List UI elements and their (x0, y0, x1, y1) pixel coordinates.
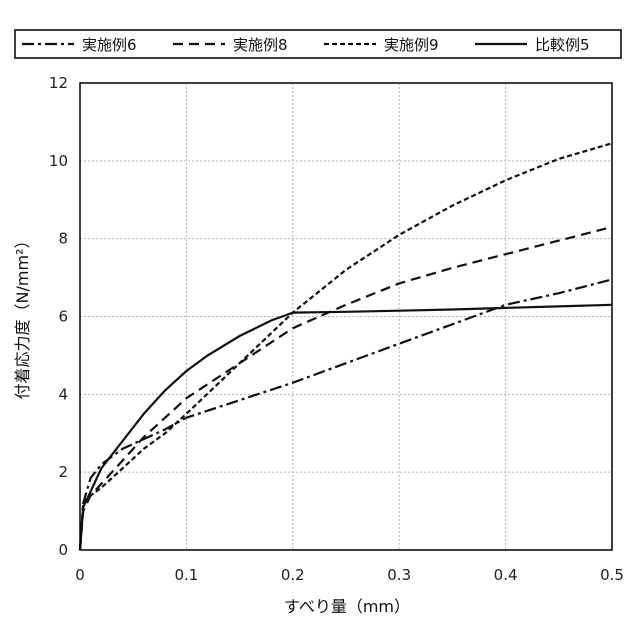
x-tick-label: 0.4 (494, 566, 518, 584)
tick-labels: 0 2 4 6 8 10 12 0 0.1 0.2 0.3 0.4 0.5 (49, 74, 624, 584)
x-axis-label: すべり量（mm） (284, 597, 410, 616)
x-tick-label: 0 (75, 566, 85, 584)
series-line-2 (80, 227, 612, 550)
legend-label-1: 実施例6 (82, 36, 137, 54)
y-tick-label: 10 (49, 152, 68, 170)
y-tick-label: 0 (58, 541, 68, 559)
series-line-3 (80, 143, 612, 550)
y-tick-label: 2 (58, 463, 68, 481)
series-layer (80, 143, 612, 550)
grid (80, 83, 612, 550)
y-axis-label: 付着応力度（N/mm²） (13, 233, 32, 400)
legend-label-2: 実施例8 (233, 36, 288, 54)
x-tick-label: 0.2 (281, 566, 305, 584)
x-tick-label: 0.1 (174, 566, 198, 584)
series-line-4 (80, 305, 612, 550)
series-line-1 (80, 280, 612, 551)
y-tick-label: 12 (49, 74, 68, 92)
x-tick-label: 0.3 (387, 566, 411, 584)
legend: 実施例6 実施例8 実施例9 比較例5 (15, 30, 621, 58)
legend-label-3: 実施例9 (384, 36, 439, 54)
y-tick-label: 6 (58, 308, 68, 326)
y-tick-label: 4 (58, 385, 68, 403)
legend-label-4: 比較例5 (535, 36, 590, 54)
x-tick-label: 0.5 (600, 566, 624, 584)
y-tick-label: 8 (58, 230, 68, 248)
